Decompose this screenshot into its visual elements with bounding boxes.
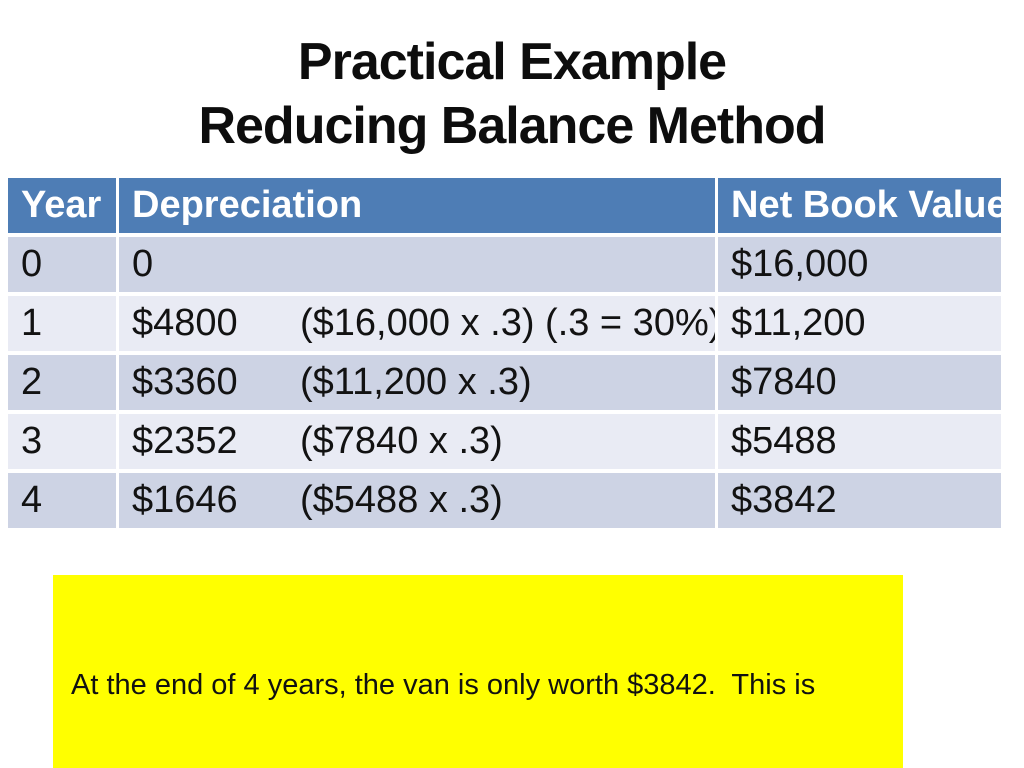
table-row-year-3: 3 $2352 ($7840 x .3) $5488: [8, 414, 1001, 469]
title-line-2: Reducing Balance Method: [198, 97, 826, 155]
header-cell-net-book-value: Net Book Value: [718, 178, 1001, 233]
depreciation-formula: ($11,200 x .3): [300, 361, 532, 403]
depreciation-amount: $3360: [132, 361, 238, 403]
depreciation-amount: 0: [132, 243, 154, 285]
year-cell: 4: [8, 473, 116, 528]
year-cell: 1: [8, 296, 116, 351]
depreciation-cell: $3360 ($11,200 x .3): [119, 355, 715, 410]
net-book-value-cell: $16,000: [718, 237, 1001, 292]
net-book-value-cell: $7840: [718, 355, 1001, 410]
year-cell: 0: [8, 237, 116, 292]
depreciation-formula: ($5488 x .3): [300, 479, 503, 521]
table-row-year-1: 1 $4800 ($16,000 x .3) (.3 = 30%) $11,200: [8, 296, 1001, 351]
year-cell: 3: [8, 414, 116, 469]
depreciation-formula: ($7840 x .3): [300, 420, 503, 462]
table-row-year-0: 0 0 $16,000: [8, 237, 1001, 292]
year-cell: 2: [8, 355, 116, 410]
depreciation-amount: $2352: [132, 420, 238, 462]
table-row-year-2: 2 $3360 ($11,200 x .3) $7840: [8, 355, 1001, 410]
depreciation-cell: $2352 ($7840 x .3): [119, 414, 715, 469]
table-header-row: Year Depreciation Net Book Value: [8, 178, 1001, 233]
title-line-1: Practical Example: [297, 33, 727, 91]
depreciation-cell: $4800 ($16,000 x .3) (.3 = 30%): [119, 296, 715, 351]
net-book-value-cell: $5488: [718, 414, 1001, 469]
header-cell-year: Year: [8, 178, 116, 233]
page-title: Practical Example Reducing Balance Metho…: [0, 30, 1024, 158]
note-line-1: At the end of 4 years, the van is only w…: [71, 669, 816, 701]
depreciation-amount: $4800: [132, 302, 238, 344]
depreciation-table: Year Depreciation Net Book Value 0 0 $16…: [8, 178, 1001, 528]
depreciation-formula: ($16,000 x .3) (.3 = 30%): [300, 302, 715, 344]
depreciation-cell: 0: [119, 237, 715, 292]
residual-value-note: At the end of 4 years, the van is only w…: [53, 575, 903, 768]
net-book-value-cell: $3842: [718, 473, 1001, 528]
net-book-value-cell: $11,200: [718, 296, 1001, 351]
depreciation-amount: $1646: [132, 479, 238, 521]
table-row-year-4: 4 $1646 ($5488 x .3) $3842: [8, 473, 1001, 528]
header-cell-depreciation: Depreciation: [119, 178, 715, 233]
depreciation-cell: $1646 ($5488 x .3): [119, 473, 715, 528]
